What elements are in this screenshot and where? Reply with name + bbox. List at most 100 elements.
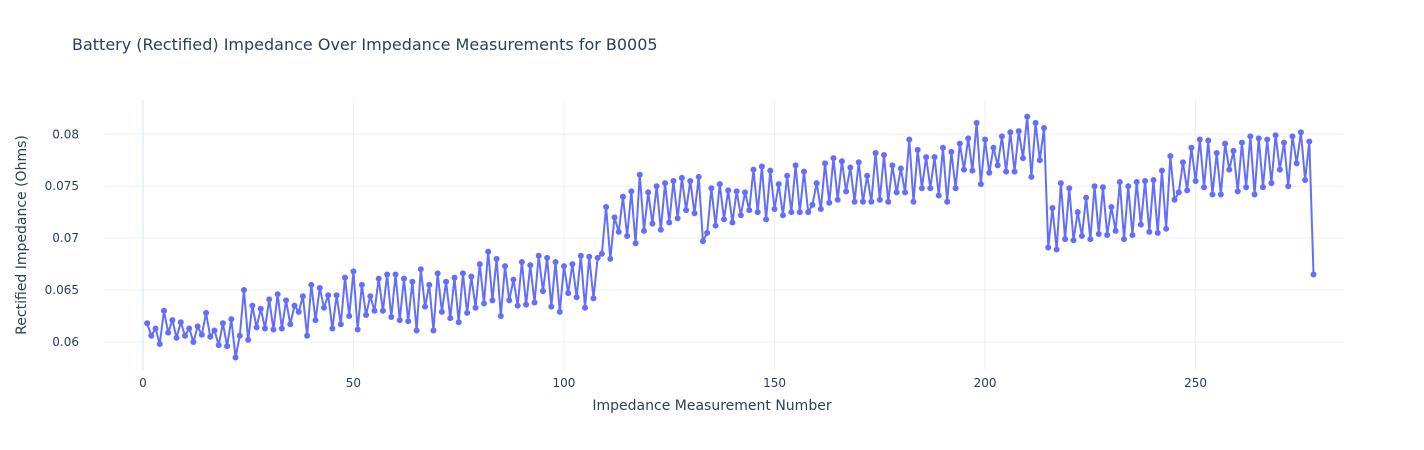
data-point <box>876 196 883 203</box>
data-point <box>1007 129 1014 136</box>
data-point <box>388 314 395 321</box>
data-point <box>426 281 433 288</box>
data-point <box>274 291 281 298</box>
data-point <box>847 164 854 171</box>
data-point <box>935 192 942 199</box>
data-point <box>923 154 930 161</box>
data-point <box>1230 147 1237 154</box>
data-point <box>228 316 235 323</box>
data-point <box>640 227 647 234</box>
data-point <box>851 198 858 205</box>
y-axis-label: Rectified Impedance (Ohms) <box>14 135 30 335</box>
data-point <box>400 275 407 282</box>
data-point <box>1310 271 1317 278</box>
data-point <box>948 148 955 155</box>
data-point <box>1087 236 1094 243</box>
data-point <box>956 140 963 147</box>
data-point <box>678 174 685 181</box>
data-point <box>472 304 479 311</box>
data-point <box>1285 183 1292 190</box>
data-point <box>674 215 681 222</box>
data-point <box>927 185 934 192</box>
data-point <box>763 216 770 223</box>
data-point <box>733 188 740 195</box>
data-point <box>1188 144 1195 151</box>
data-point <box>1272 132 1279 139</box>
y-tick-label: 0.06 <box>52 335 79 349</box>
data-point <box>952 185 959 192</box>
data-point <box>708 185 715 192</box>
data-point <box>885 198 892 205</box>
data-point <box>270 326 277 333</box>
chart-title: Battery (Rectified) Impedance Over Imped… <box>72 35 658 54</box>
data-point <box>864 172 871 179</box>
x-tick-label: 200 <box>974 376 997 390</box>
data-point <box>838 158 845 165</box>
data-point <box>333 292 340 299</box>
data-point <box>502 263 509 270</box>
data-point <box>817 206 824 213</box>
data-point <box>1247 133 1254 140</box>
data-point <box>1213 149 1220 156</box>
data-point <box>590 295 597 302</box>
data-point <box>624 233 631 240</box>
data-point <box>784 172 791 179</box>
data-point <box>283 297 290 304</box>
data-point <box>683 207 690 214</box>
data-point <box>582 304 589 311</box>
data-point <box>594 254 601 261</box>
data-point <box>649 220 656 227</box>
data-point <box>379 307 386 314</box>
series-layer <box>144 113 1317 361</box>
y-tick-label: 0.065 <box>45 283 79 297</box>
data-point <box>1011 168 1018 175</box>
data-point <box>560 263 567 270</box>
data-point <box>169 317 176 324</box>
x-tick-label: 250 <box>1184 376 1207 390</box>
data-point <box>1095 230 1102 237</box>
data-point <box>607 255 614 262</box>
data-point <box>489 297 496 304</box>
data-point <box>232 354 239 361</box>
data-point <box>611 214 618 221</box>
data-point <box>632 240 639 247</box>
data-point <box>977 181 984 188</box>
data-point <box>1255 135 1262 142</box>
data-point <box>897 165 904 172</box>
data-point <box>716 181 723 188</box>
data-point <box>165 329 172 336</box>
data-point <box>729 219 736 226</box>
data-point <box>1032 119 1039 126</box>
data-point <box>1297 129 1304 136</box>
data-point <box>434 270 441 277</box>
data-point <box>531 299 538 306</box>
data-point <box>291 302 298 309</box>
data-point <box>1121 236 1128 243</box>
data-point <box>556 308 563 315</box>
data-point <box>312 317 319 324</box>
data-point <box>409 278 416 285</box>
data-point <box>1281 139 1288 146</box>
data-point <box>413 327 420 334</box>
data-point <box>1112 227 1119 234</box>
data-point <box>287 321 294 328</box>
data-point <box>1276 166 1283 173</box>
data-point <box>982 136 989 143</box>
series-line <box>146 115 1315 359</box>
data-point <box>881 152 888 159</box>
data-point <box>965 135 972 142</box>
data-point <box>358 281 365 288</box>
data-point <box>1116 179 1123 186</box>
data-point <box>1003 168 1010 175</box>
data-point <box>148 332 155 339</box>
data-point <box>569 261 576 268</box>
data-point <box>1205 137 1212 144</box>
data-point <box>493 255 500 262</box>
data-point <box>144 320 151 327</box>
data-point <box>712 222 719 229</box>
data-point <box>1209 191 1216 198</box>
data-point <box>788 209 795 216</box>
data-point <box>1196 136 1203 143</box>
